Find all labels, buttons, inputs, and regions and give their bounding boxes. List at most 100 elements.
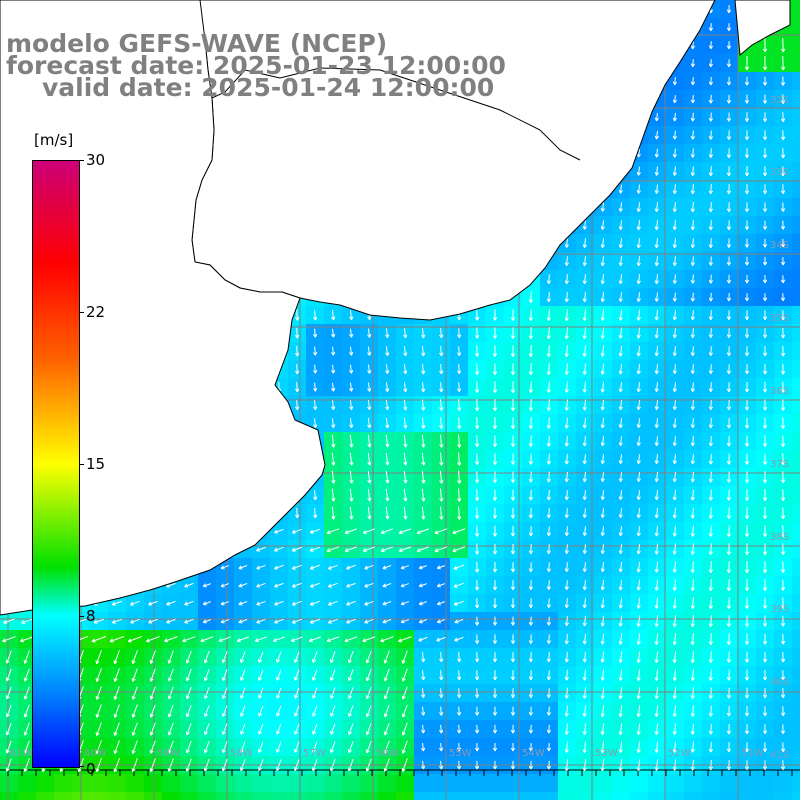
wind-speed-cell bbox=[648, 792, 667, 800]
wind-arrow bbox=[403, 346, 408, 357]
wind-arrow bbox=[708, 23, 714, 32]
wind-arrow bbox=[636, 327, 641, 339]
wind-speed-cell bbox=[198, 792, 217, 800]
wind-arrow bbox=[383, 740, 390, 754]
wind-arrow bbox=[400, 583, 410, 588]
wind-arrow bbox=[780, 94, 786, 104]
wind-arrow bbox=[726, 202, 732, 213]
wind-speed-cell bbox=[594, 774, 613, 793]
wind-arrow bbox=[672, 166, 677, 176]
wind-arrow bbox=[636, 543, 641, 555]
wind-arrow bbox=[403, 328, 408, 339]
wind-arrow bbox=[436, 601, 445, 606]
wind-arrow bbox=[780, 148, 786, 159]
wind-arrow bbox=[546, 616, 552, 626]
wind-arrow bbox=[274, 546, 284, 552]
wind-arrow bbox=[474, 598, 480, 609]
wind-arrow bbox=[367, 346, 372, 356]
wind-arrow bbox=[362, 528, 375, 535]
wind-arrow bbox=[636, 400, 641, 411]
wind-arrow bbox=[744, 364, 750, 375]
wind-arrow bbox=[421, 506, 426, 520]
wind-arrow bbox=[380, 546, 393, 553]
wind-arrow bbox=[185, 686, 192, 700]
wind-arrow bbox=[510, 471, 516, 483]
wind-arrow bbox=[276, 687, 282, 699]
wind-arrow bbox=[528, 598, 534, 608]
wind-arrow bbox=[492, 760, 498, 770]
wind-arrow bbox=[636, 597, 641, 609]
wind-arrow bbox=[618, 544, 623, 555]
wind-arrow bbox=[256, 582, 266, 588]
wind-arrow bbox=[528, 652, 534, 663]
wind-speed-cell bbox=[540, 792, 559, 800]
wind-speed-cell bbox=[792, 180, 800, 199]
wind-arrow bbox=[510, 327, 516, 339]
wind-arrow bbox=[708, 615, 713, 628]
wind-arrow bbox=[510, 724, 516, 734]
lat-label: 36S bbox=[770, 386, 790, 397]
wind-arrow bbox=[416, 546, 430, 553]
wind-arrow bbox=[421, 760, 426, 770]
wind-arrow bbox=[618, 454, 623, 464]
wind-arrow bbox=[600, 202, 605, 212]
wind-arrow bbox=[708, 597, 713, 610]
wind-speed-cell bbox=[792, 306, 800, 325]
wind-arrow bbox=[274, 600, 284, 606]
wind-arrow bbox=[344, 636, 358, 643]
wind-arrow bbox=[309, 618, 320, 624]
wind-speed-cell bbox=[666, 774, 685, 793]
wind-arrow bbox=[708, 292, 714, 302]
wind-arrow bbox=[367, 488, 372, 502]
wind-speed-cell bbox=[144, 774, 163, 793]
wind-arrow bbox=[780, 597, 786, 609]
wind-speed-cell bbox=[792, 108, 800, 127]
wind-arrow bbox=[421, 470, 426, 484]
wind-arrow bbox=[708, 759, 713, 771]
wind-arrow bbox=[744, 399, 750, 411]
wind-arrow bbox=[654, 166, 659, 176]
wind-arrow bbox=[780, 399, 786, 411]
wind-arrow bbox=[401, 650, 408, 664]
wind-arrow bbox=[600, 274, 605, 285]
wind-arrow bbox=[672, 77, 678, 86]
wind-arrow bbox=[654, 238, 659, 249]
wind-arrow bbox=[690, 489, 695, 501]
wind-arrow bbox=[510, 363, 516, 376]
wind-arrow bbox=[344, 546, 358, 553]
valid-date: valid date: 2025-01-24 12:00:00 bbox=[42, 73, 495, 102]
wind-arrow bbox=[654, 507, 659, 519]
wind-arrow bbox=[77, 758, 84, 773]
wind-speed-cell bbox=[684, 792, 703, 800]
wind-arrow bbox=[330, 705, 336, 717]
wind-arrow bbox=[708, 256, 714, 266]
wind-arrow bbox=[654, 130, 659, 140]
wind-arrow bbox=[203, 758, 210, 772]
wind-speed-cell bbox=[792, 378, 800, 397]
wind-arrow bbox=[309, 582, 320, 588]
wind-arrow bbox=[254, 636, 267, 643]
wind-arrow bbox=[564, 705, 569, 717]
wind-speed-cell bbox=[162, 792, 181, 800]
wind-arrow bbox=[546, 526, 551, 537]
wind-arrow bbox=[385, 506, 390, 520]
wind-arrow bbox=[654, 651, 659, 664]
colorbar-tick-label: 15 bbox=[86, 455, 106, 473]
wind-arrow bbox=[708, 166, 713, 177]
wind-arrow bbox=[546, 345, 551, 358]
wind-arrow bbox=[564, 687, 569, 699]
wind-arrow bbox=[364, 582, 374, 588]
wind-arrow bbox=[690, 256, 695, 266]
wind-arrow bbox=[690, 669, 695, 681]
wind-arrow bbox=[672, 292, 677, 302]
wind-arrow bbox=[564, 435, 569, 447]
lon-label: 51W bbox=[741, 748, 764, 759]
wind-arrow bbox=[239, 651, 246, 663]
wind-arrow bbox=[654, 327, 659, 339]
wind-arrow bbox=[618, 508, 623, 519]
wind-arrow bbox=[309, 546, 321, 552]
wind-arrow bbox=[474, 345, 480, 357]
wind-arrow bbox=[326, 528, 340, 535]
wind-arrow bbox=[708, 310, 713, 321]
